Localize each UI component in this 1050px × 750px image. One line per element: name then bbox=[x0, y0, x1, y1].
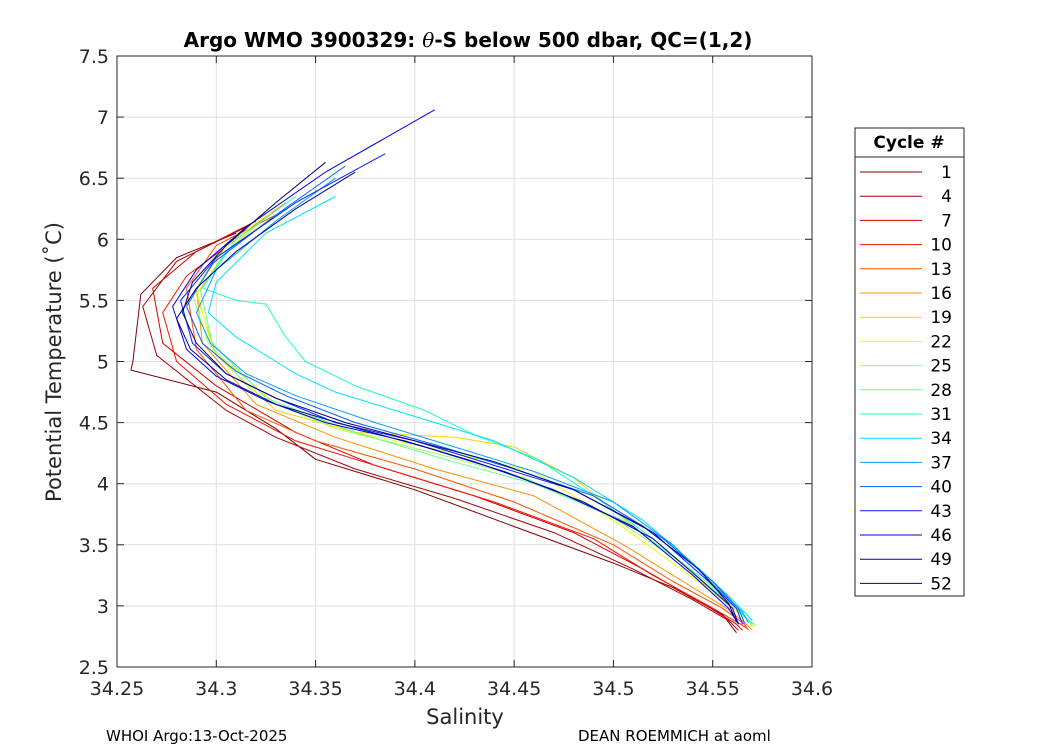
grid bbox=[116, 55, 813, 668]
legend-items: 1 4 7 10 13 16 19 22 25 28 31 34 37 40 43 46 49 52 bbox=[860, 163, 952, 594]
series-line-cycle-52 bbox=[182, 161, 737, 622]
legend-item-cycle-13: 13 bbox=[860, 260, 952, 280]
series-line-cycle-43 bbox=[180, 153, 743, 625]
legend-label: 7 bbox=[941, 211, 952, 231]
legend-label: 19 bbox=[930, 308, 952, 328]
axis-ticks: 34.25 34.3 34.35 34.4 34.45 34.5 34.55 34.62.53… bbox=[79, 46, 833, 700]
x-tick-label: 34.45 bbox=[487, 678, 541, 700]
y-tick-label: 7.5 bbox=[79, 46, 109, 68]
legend-item-cycle-40: 40 bbox=[860, 478, 952, 498]
legend-item-cycle-10: 10 bbox=[860, 236, 952, 256]
series-line-cycle-4 bbox=[142, 226, 739, 631]
series-line-cycle-16 bbox=[195, 202, 753, 631]
legend-label: 13 bbox=[930, 260, 952, 280]
legend-item-cycle-7: 7 bbox=[860, 211, 952, 231]
series-line-cycle-31 bbox=[201, 196, 753, 625]
y-tick-label: 4.5 bbox=[79, 413, 109, 435]
x-tick-label: 34.4 bbox=[394, 678, 436, 700]
legend-title: Cycle # bbox=[873, 133, 944, 153]
series-line-cycle-28 bbox=[199, 208, 757, 626]
legend-label: 10 bbox=[930, 236, 952, 256]
series-line-cycle-22 bbox=[195, 214, 755, 628]
legend-item-cycle-28: 28 bbox=[860, 381, 952, 401]
legend-item-cycle-31: 31 bbox=[860, 405, 952, 425]
legend-label: 40 bbox=[930, 478, 952, 498]
series-line-cycle-25 bbox=[192, 214, 753, 625]
legend-item-cycle-4: 4 bbox=[860, 187, 952, 207]
series-line-cycle-34 bbox=[207, 196, 753, 621]
y-tick-label: 7 bbox=[97, 107, 109, 129]
legend-item-cycle-16: 16 bbox=[860, 284, 952, 304]
x-tick-label: 34.25 bbox=[90, 678, 144, 700]
legend-label: 25 bbox=[930, 357, 952, 377]
legend-item-cycle-34: 34 bbox=[860, 429, 952, 449]
series-line-cycle-7 bbox=[152, 220, 743, 631]
y-tick-label: 3.5 bbox=[79, 535, 109, 557]
legend-label: 31 bbox=[930, 405, 952, 425]
legend-item-cycle-25: 25 bbox=[860, 357, 952, 377]
legend-item-cycle-22: 22 bbox=[860, 332, 952, 352]
x-axis-label: Salinity bbox=[426, 705, 504, 729]
y-tick-label: 5.5 bbox=[79, 290, 109, 312]
legend-label: 52 bbox=[930, 574, 952, 594]
y-tick-label: 5 bbox=[97, 352, 109, 374]
series-line-cycle-37 bbox=[195, 177, 749, 624]
series-lines bbox=[130, 109, 757, 634]
series-line-cycle-1 bbox=[130, 232, 737, 634]
legend-item-cycle-43: 43 bbox=[860, 502, 952, 522]
y-axis-label: Potential Temperature (˚C) bbox=[42, 222, 66, 502]
footer-date: WHOI Argo:13-Oct-2025 bbox=[106, 727, 287, 745]
legend-item-cycle-49: 49 bbox=[860, 550, 952, 570]
series-line-cycle-10 bbox=[162, 238, 747, 629]
y-tick-label: 4 bbox=[97, 474, 109, 496]
legend-item-cycle-19: 19 bbox=[860, 308, 952, 328]
legend-label: 4 bbox=[941, 187, 952, 207]
legend-label: 43 bbox=[930, 502, 952, 522]
legend-box bbox=[854, 127, 965, 597]
legend-label: 46 bbox=[930, 526, 952, 546]
legend-item-cycle-46: 46 bbox=[860, 526, 952, 546]
x-tick-label: 34.35 bbox=[288, 678, 342, 700]
x-tick-label: 34.5 bbox=[592, 678, 634, 700]
series-line-cycle-49 bbox=[176, 171, 739, 625]
footer-author: DEAN ROEMMICH at aoml bbox=[578, 727, 771, 745]
series-line-cycle-46 bbox=[172, 109, 739, 625]
series-line-cycle-13 bbox=[186, 214, 749, 631]
y-tick-label: 6.5 bbox=[79, 168, 109, 190]
series-line-cycle-19 bbox=[195, 208, 753, 627]
legend-item-cycle-37: 37 bbox=[860, 453, 952, 473]
legend-item-cycle-52: 52 bbox=[860, 574, 952, 594]
legend-label: 1 bbox=[941, 163, 952, 183]
legend-label: 37 bbox=[930, 453, 952, 473]
y-tick-label: 3 bbox=[97, 596, 109, 618]
legend-item-cycle-1: 1 bbox=[860, 163, 952, 183]
legend-label: 22 bbox=[930, 332, 952, 352]
y-tick-label: 6 bbox=[97, 229, 109, 251]
legend-label: 16 bbox=[930, 284, 952, 304]
y-tick-label: 2.5 bbox=[79, 657, 109, 679]
legend-label: 49 bbox=[930, 550, 952, 570]
x-tick-label: 34.3 bbox=[195, 678, 237, 700]
x-tick-label: 34.55 bbox=[686, 678, 740, 700]
x-tick-label: 34.6 bbox=[791, 678, 833, 700]
legend: Cycle # 1 4 7 10 13 16 19 22 25 28 31 34 37 40 43 46 49 5… bbox=[854, 127, 965, 597]
chart-title: Argo WMO 3900329: θ-S below 500 dbar, QC… bbox=[184, 28, 753, 52]
legend-label: 34 bbox=[930, 429, 952, 449]
legend-label: 28 bbox=[930, 381, 952, 401]
